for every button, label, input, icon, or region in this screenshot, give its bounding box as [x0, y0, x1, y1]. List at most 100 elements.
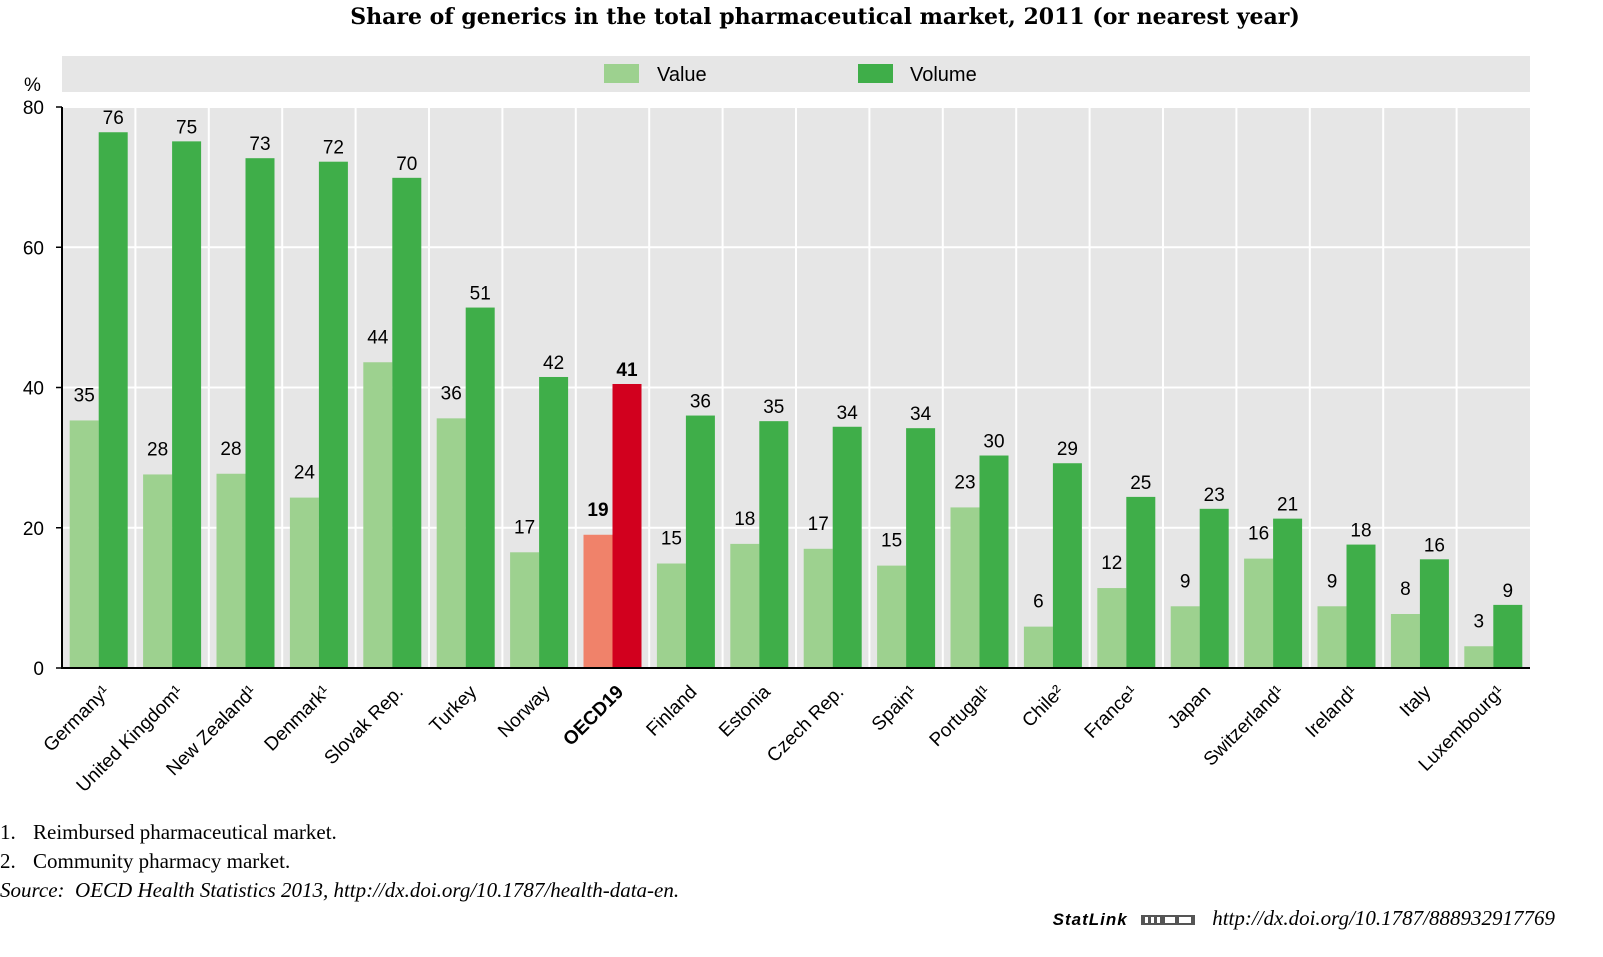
data-label-volume: 42 [543, 353, 564, 374]
data-label-volume: 41 [616, 360, 638, 381]
bar-value [1317, 606, 1347, 668]
category-label: Italy [1396, 681, 1436, 721]
data-label-value: 24 [294, 463, 316, 484]
gridlines [62, 106, 1530, 668]
bar-value [950, 507, 980, 668]
bar-value [69, 420, 99, 668]
bar-value [216, 473, 246, 668]
source-line: Source: OECD Health Statistics 2013, htt… [0, 876, 679, 905]
data-labels: 3576287528732472447036511742194115361835… [74, 108, 1513, 632]
bar-value [510, 552, 540, 668]
category-label: Portugal¹ [926, 682, 995, 751]
statlink-brand: StatLink [1052, 910, 1128, 929]
data-label-volume: 51 [470, 284, 491, 305]
statlink-logo-icon [1140, 915, 1195, 926]
notes: 1. Reimbursed pharmaceutical market. 2. Co… [0, 818, 679, 905]
bar-volume [1346, 544, 1376, 668]
note-text: Community pharmacy market. [33, 849, 291, 873]
data-label-volume: 76 [103, 108, 124, 129]
bar-volume [465, 307, 495, 668]
data-label-volume: 72 [323, 138, 344, 159]
source-label: Source: [0, 878, 65, 902]
category-label: Estonia [715, 681, 775, 741]
legend-label-value: Value [657, 64, 707, 86]
data-label-value: 8 [1400, 579, 1411, 600]
note-1: 1. Reimbursed pharmaceutical market. [0, 818, 679, 847]
bar-value [436, 418, 466, 668]
data-label-value: 3 [1474, 611, 1485, 632]
data-label-volume: 73 [249, 134, 270, 155]
bar-volume [539, 376, 569, 668]
y-tick-label: 20 [23, 519, 44, 540]
legend-band [62, 56, 1530, 92]
bar-value [363, 362, 393, 668]
bar-volume [979, 455, 1009, 668]
data-label-value: 19 [587, 500, 608, 521]
bar-volume [685, 415, 715, 668]
bar-value [1097, 588, 1127, 668]
note-number: 2. [0, 849, 16, 873]
bar-value [1244, 558, 1274, 668]
data-label-value: 9 [1327, 571, 1338, 592]
data-label-volume: 34 [910, 404, 932, 425]
bar-value [583, 534, 613, 668]
data-label-volume: 23 [1204, 485, 1225, 506]
bar-volume [1273, 518, 1303, 668]
bar-volume [1493, 604, 1523, 668]
bar-value [803, 548, 833, 668]
bar-value [1170, 606, 1200, 668]
data-label-value: 23 [954, 472, 975, 493]
category-label: Norway [494, 681, 555, 742]
chart: Value Volume 3576287528732472447036511742… [23, 56, 1530, 797]
y-tick-label: 40 [23, 379, 44, 400]
data-label-volume: 16 [1424, 535, 1445, 556]
legend: Value Volume [604, 64, 977, 86]
bar-volume [1052, 463, 1082, 668]
bars [69, 132, 1523, 669]
data-label-volume: 70 [396, 154, 417, 175]
y-axis-label: % [24, 75, 41, 96]
category-label: Czech Rep. [763, 682, 848, 767]
data-label-value: 15 [661, 529, 682, 550]
chart-title: Share of generics in the total pharmaceu… [350, 4, 1300, 30]
data-label-value: 15 [881, 531, 902, 552]
data-label-volume: 25 [1130, 473, 1151, 494]
data-label-volume: 35 [763, 397, 784, 418]
bar-value [1390, 614, 1420, 668]
legend-swatch-volume [858, 64, 893, 83]
bar-value [143, 474, 173, 668]
statlink-url[interactable]: http://dx.doi.org/10.1787/888932917769 [1212, 906, 1555, 930]
category-label: Finland [643, 682, 702, 741]
bar-value [656, 563, 686, 668]
bar-value [1023, 626, 1053, 668]
bar-value [1464, 646, 1494, 668]
data-label-value: 35 [74, 385, 95, 406]
bar-volume [245, 158, 275, 668]
category-label: Chile² [1018, 682, 1068, 732]
bar-value [877, 565, 907, 668]
note-2: 2. Community pharmacy market. [0, 847, 679, 876]
category-label: Spain¹ [868, 682, 922, 736]
bar-value [730, 543, 760, 668]
bar-volume [1126, 496, 1156, 668]
category-label: Japan [1164, 682, 1215, 733]
data-label-value: 9 [1180, 571, 1191, 592]
data-label-volume: 34 [837, 403, 859, 424]
category-label: France¹ [1081, 682, 1142, 743]
data-label-value: 6 [1033, 592, 1044, 613]
y-tick-label: 80 [23, 98, 44, 119]
bar-volume [759, 421, 789, 668]
category-label: Germany¹ [40, 682, 115, 757]
bar-volume [318, 161, 348, 668]
data-label-value: 17 [808, 514, 829, 535]
data-label-value: 12 [1101, 553, 1122, 574]
bar-volume [1419, 559, 1449, 668]
bar-volume [1199, 508, 1229, 668]
bar-value [289, 497, 319, 668]
data-label-volume: 36 [690, 392, 711, 413]
bar-volume [832, 426, 862, 668]
category-label: Denmark¹ [261, 682, 335, 756]
legend-label-volume: Volume [910, 64, 977, 86]
data-label-value: 16 [1248, 524, 1269, 545]
